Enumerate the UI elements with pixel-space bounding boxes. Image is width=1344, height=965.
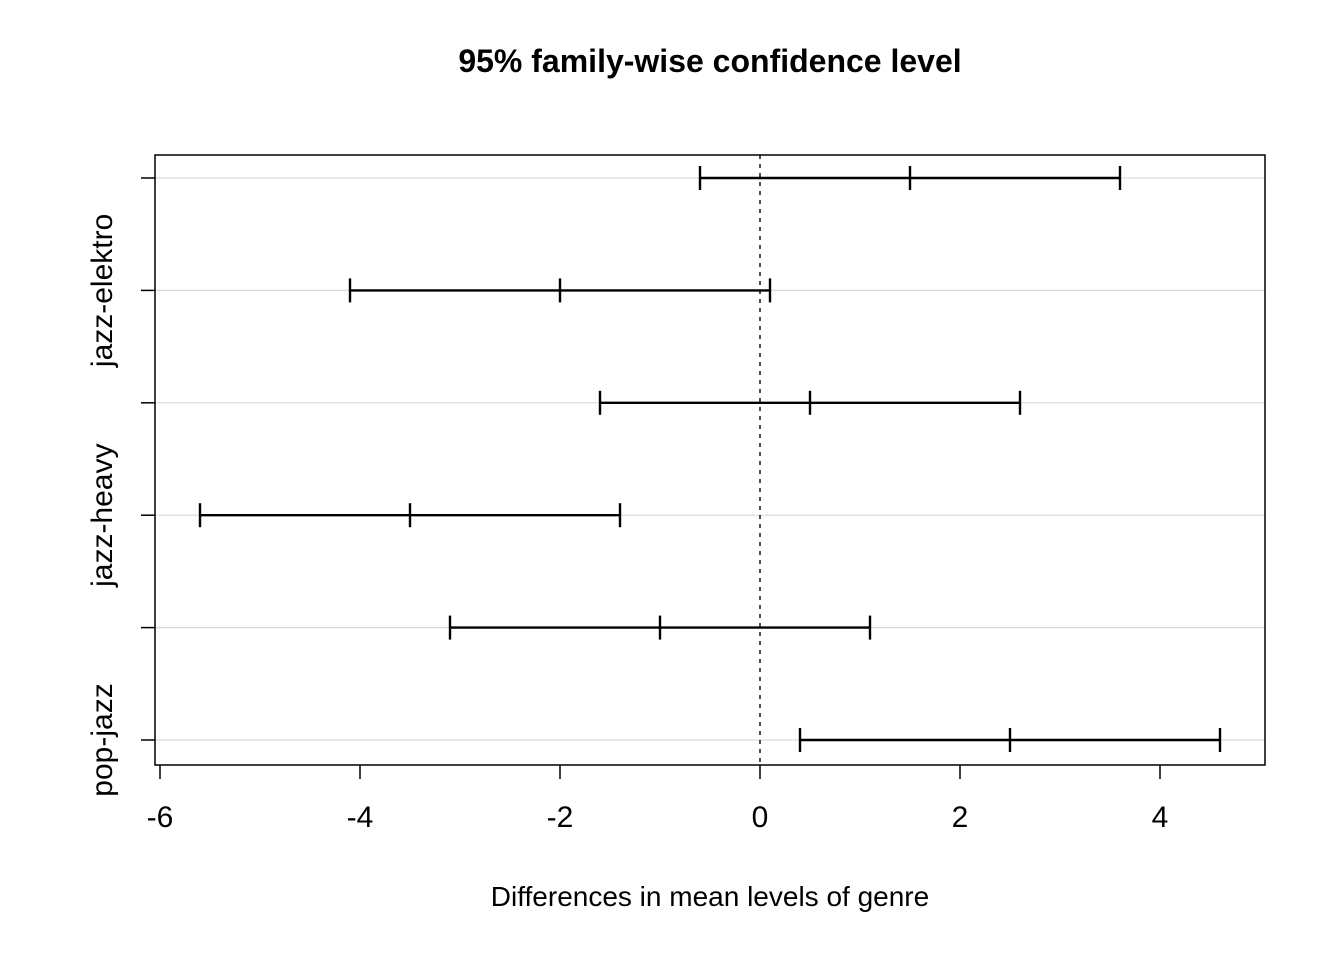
error-bar (348, 278, 772, 303)
x-tick-label: 2 (952, 801, 969, 834)
y-axis: jazz-elektro jazz-heavy pop-jazz (86, 177, 155, 797)
error-bar (198, 503, 622, 528)
x-tick-label: -6 (147, 801, 174, 834)
y-tick-label: jazz-elektro (86, 214, 119, 368)
error-bar (698, 166, 1122, 190)
x-tick-label: -4 (347, 801, 374, 834)
x-axis: -6 -4 -2 0 2 4 (147, 765, 1169, 834)
x-axis-label: Differences in mean levels of genre (491, 881, 929, 912)
gridlines (155, 177, 1265, 741)
x-tick-label: 4 (1152, 801, 1169, 834)
error-bar (598, 390, 1022, 415)
x-tick-label: -2 (547, 801, 574, 834)
error-bar (448, 615, 872, 640)
x-tick-label: 0 (752, 801, 769, 834)
y-tick-label: jazz-heavy (86, 443, 119, 587)
y-tick-label: pop-jazz (86, 683, 119, 796)
chart-title: 95% family-wise confidence level (458, 43, 961, 79)
error-bars-layer (198, 166, 1222, 752)
error-bar (798, 728, 1222, 752)
plot-border (154, 154, 1266, 766)
